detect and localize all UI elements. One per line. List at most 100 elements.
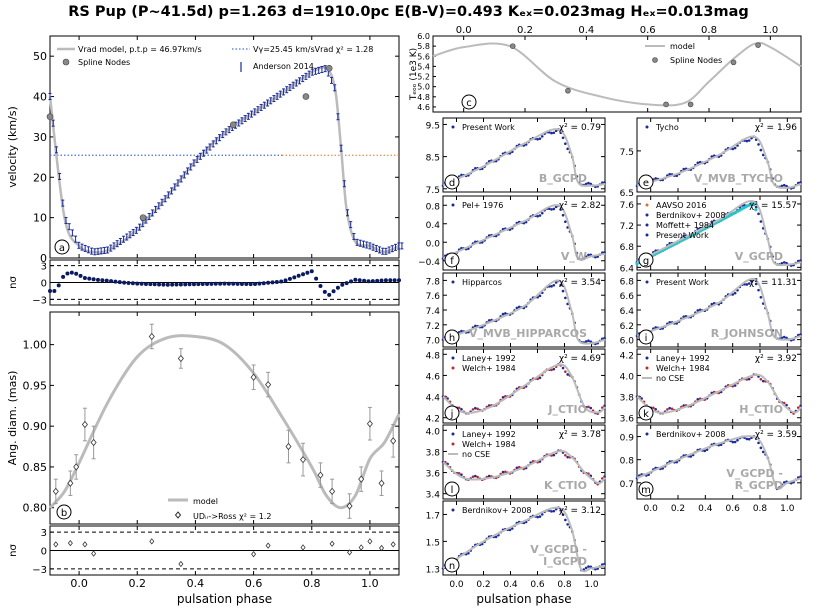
velocity-residual-point <box>52 288 57 293</box>
legend-ang-data-swatch <box>174 511 182 519</box>
panel-v-gcpd-i-gcpd-data-point <box>508 528 512 532</box>
velocity-residual-point <box>109 279 114 284</box>
angular-residual-point <box>178 560 184 568</box>
panel-h-ctio-frame <box>636 348 802 424</box>
panel-r-johnson-letter: i <box>645 333 648 344</box>
angular-diameter-ytick-label: 0.85 <box>23 461 48 474</box>
panel-v-gcpd-i-gcpd-xtick-label: 0.2 <box>476 580 490 590</box>
angular-diameter-point <box>378 479 385 487</box>
panel-v-gcpd-i-gcpd-xtick-label: 0.8 <box>557 580 572 590</box>
velocity-residual-point <box>292 275 297 280</box>
panel-j-ctio-letter: j <box>450 409 454 420</box>
panel-v-gcpd-i-gcpd-ytick-label: 1.7 <box>426 511 440 521</box>
panel-j-ctio-legend-label: Laney+ 1992 <box>462 354 516 363</box>
panel-b-gcpd-data-point <box>561 136 565 140</box>
angular-diameter-point <box>366 420 373 428</box>
velocity-residual-point <box>135 281 140 286</box>
panel-b-gcpd-data-point <box>566 147 569 151</box>
panel-v-gcpd-i-gcpd-data-point <box>550 510 553 513</box>
panel-b-gcpd-data-point <box>603 181 606 184</box>
velocity-residual-point <box>174 282 179 287</box>
panel-b-gcpd-letter-circle <box>444 174 460 190</box>
velocity-residual-point <box>231 281 236 286</box>
panel-h-ctio-chi2: χ² = 3.92 <box>755 354 797 364</box>
panel-v-gcpd-ytick-label: 6.8 <box>620 243 635 253</box>
legend-teff-node-swatch <box>652 57 658 63</box>
teff-xtick-label: 0.8 <box>701 25 717 36</box>
panel-v-mvb-tycho-legend-label: Tycho <box>655 123 679 132</box>
velocity-residual-point <box>122 280 127 285</box>
panel-r-johnson-data-point <box>780 336 784 340</box>
panel-j-ctio-frame <box>442 348 606 424</box>
panel-v-mvb-hipparcos-data-point <box>460 329 463 333</box>
panel-v-w-ytick-label: 0.4 <box>426 221 441 231</box>
panel-r-johnson-ytick-label: 6.0 <box>620 337 635 347</box>
angular-diameter-point <box>317 471 324 479</box>
velocity-residual-point <box>248 282 253 287</box>
angular-residual-point <box>329 540 335 547</box>
teff-spline-node <box>565 87 571 94</box>
panel-v-gcpd-legend-swatch <box>645 223 649 227</box>
angular-residual-ytick-label: 3 <box>41 528 47 539</box>
velocity-residual-point <box>170 282 175 287</box>
teff-ytick-label: 5.6 <box>417 52 430 61</box>
panel-v-mvb-tycho-band-label: V_MVB_TYCHO <box>694 172 783 185</box>
velocity-residual-point <box>87 276 92 281</box>
panel-v-gcpd-i-gcpd-data-point <box>603 562 606 566</box>
panel-v-gcpd-legend-label: Present Work <box>656 231 709 240</box>
velocity-residual-ytick-label: 3 <box>41 262 47 273</box>
panel-r-johnson-data-point <box>754 282 758 286</box>
angular-residual-point <box>82 541 88 548</box>
panel-v-w-legend-label: Pel+ 1976 <box>462 201 503 210</box>
panel-k-ctio-letter: l <box>451 485 454 496</box>
panel-j-ctio-chi2: χ² = 4.69 <box>559 354 601 364</box>
panel-b-gcpd-ytick-label: 7.5 <box>426 186 440 196</box>
velocity-spline-node <box>139 214 147 221</box>
velocity-residual-point <box>253 282 258 287</box>
panel-v-mvb-hipparcos-data-point <box>552 283 556 287</box>
angular-diameter-point <box>73 463 80 471</box>
velocity-residual-point <box>331 289 336 294</box>
panel-v-gcpd-data-point <box>780 261 784 265</box>
panel-r-johnson-ytick-label: 6.8 <box>620 277 635 287</box>
velocity-residual-point <box>191 282 196 287</box>
panel-v-mvb-tycho-data-point <box>799 180 802 184</box>
panel-v-gcpd-r-gcpd-xtick-label: 1.0 <box>780 504 795 514</box>
panel-h-ctio-data-point <box>785 403 788 407</box>
panel-v-gcpd-i-gcpd-data-point <box>564 518 567 522</box>
panel-b-gcpd-ytick-label: 8.5 <box>426 154 440 164</box>
panel-h-ctio-band-label: H_CTIO <box>739 403 783 416</box>
angular-diameter-point <box>390 437 397 445</box>
panel-r-johnson-data-point <box>757 288 760 292</box>
panel-v-gcpd-r-gcpd-data-point <box>745 437 749 441</box>
panel-r-johnson-legend-label: Present Work <box>656 278 709 287</box>
panel-j-ctio-data-point <box>501 396 505 399</box>
panel-j-ctio-data-point <box>457 406 461 410</box>
panel-r-johnson-data-point <box>710 302 714 306</box>
velocity-residual-point <box>226 281 231 286</box>
velocity-panel-letter: a <box>59 243 65 254</box>
velocity-residual-point <box>48 288 52 293</box>
panel-v-gcpd-r-gcpd-data-point <box>703 449 707 453</box>
velocity-residual-point <box>327 292 332 297</box>
panel-v-mvb-hipparcos-ytick-label: 7.4 <box>426 307 441 317</box>
panel-v-gcpd-r-gcpd-xtick-label: 0.4 <box>698 504 713 514</box>
panel-v-gcpd-i-gcpd-xtick-label: 0.4 <box>503 580 518 590</box>
panel-v-gcpd-r-gcpd-data-point <box>731 440 735 444</box>
panel-v-mvb-tycho-data-point <box>654 177 657 180</box>
velocity-residual-point <box>349 279 354 284</box>
legend-ang-model-label: model <box>193 497 218 506</box>
panel-k-ctio-legend-swatch <box>451 442 455 446</box>
legend-teff-node-label: Spline Nodes <box>670 56 722 65</box>
panel-v-mvb-tycho-data-point <box>696 161 700 165</box>
angular-residual-xtick-label: 0.8 <box>303 577 321 590</box>
panel-j-ctio-ytick-label: 4.2 <box>426 415 440 425</box>
legend-ang-data-label: UDᵢᵣ->Ross χ² = 1.2 <box>193 512 271 521</box>
teff-model-curve <box>432 41 802 107</box>
panel-v-mvb-hipparcos-data-point <box>566 302 569 306</box>
legend-spline-node-swatch <box>62 58 70 66</box>
panel-j-ctio-ytick-label: 4.6 <box>426 372 441 382</box>
panel-v-gcpd-legend-label: AAVSO 2016 <box>656 201 706 210</box>
teff-panel-letter-circle <box>461 94 477 110</box>
velocity-residual-point <box>100 278 105 283</box>
